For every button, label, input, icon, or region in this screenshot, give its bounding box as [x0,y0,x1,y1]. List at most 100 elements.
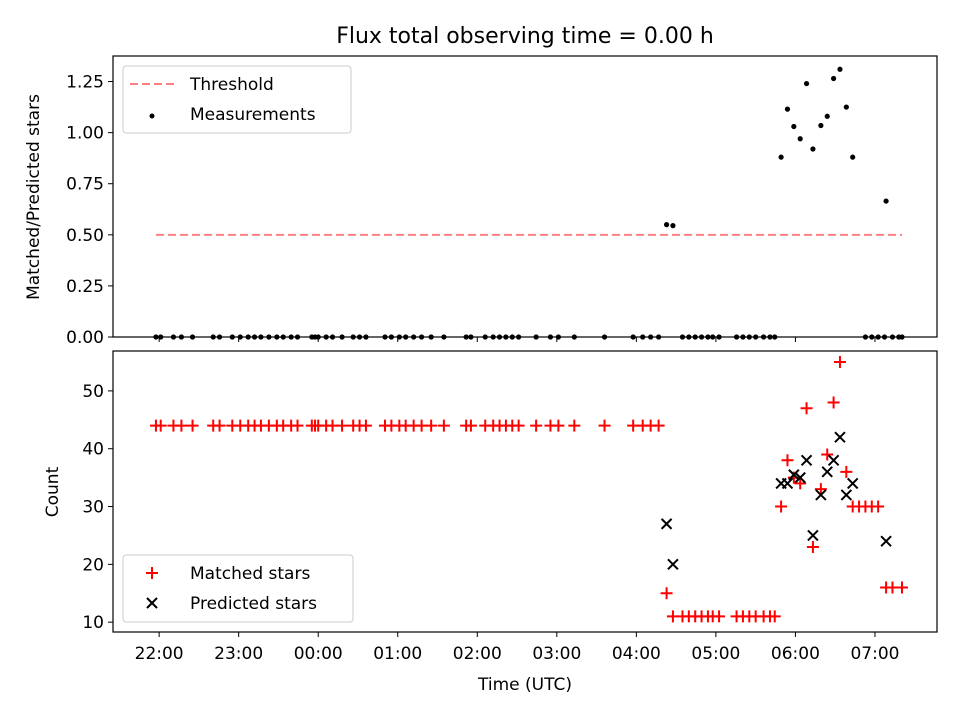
matched-star-point [464,419,477,432]
predicted-star-point [827,454,840,466]
measurement-point [843,104,849,110]
legend-matched-label: Matched stars [190,564,310,584]
measurement-point [850,154,856,160]
predicted-star-point [815,489,827,501]
matched-star-point [291,419,304,432]
predicted-star-point [840,489,853,501]
count-y-tick-label: 50 [82,382,104,402]
count-panel: 10 20 30 40 50 22:00 23:00 00:00 01:00 02:00 03:0… [43,350,938,695]
matched-star-point [652,419,665,432]
matched-star-point [437,419,450,432]
legend-predicted-swatch [146,597,158,609]
count-y-tick-label: 40 [82,440,104,460]
matched-star-point [775,500,788,513]
count-plot-frame [112,350,938,633]
measurement-point [824,113,830,119]
predicted-star-point [794,471,806,484]
matched-star-point [896,581,909,594]
ratio-y-tick-label: 1.25 [66,73,104,93]
matched-star-point [800,402,813,415]
count-x-tick-label: 02:00 [453,644,502,664]
count-x-tick-label: 22:00 [135,644,184,664]
matched-star-point [814,483,827,496]
matched-star-point [827,396,840,409]
matched-star-point [175,419,188,432]
ratio-y-tick-label: 0.25 [66,277,104,297]
count-x-axis-ticks: 22:00 23:00 00:00 01:00 02:00 03:00 04:00 05:00… [135,632,899,664]
measurement-point [837,66,843,72]
matched-star-point [660,587,673,600]
matched-star-point [872,500,885,513]
count-x-tick-label: 07:00 [850,644,899,664]
measurement-point [810,146,816,152]
x-axis-label: Time (UTC) [477,675,572,695]
matched-star-point [821,448,834,461]
count-x-tick-label: 00:00 [294,644,343,664]
measurement-point [791,123,797,130]
ratio-plot-frame [112,55,938,338]
count-x-tick-label: 05:00 [691,644,740,664]
ratio-y-tick-label: 0.50 [66,226,104,246]
count-x-tick-label: 04:00 [612,644,661,664]
predicted-star-point [781,477,794,490]
measurement-point [818,122,824,129]
ratio-y-axis-label: Matched/Predicted stars [24,94,44,300]
predicted-star-point [846,477,859,490]
legend-matched-swatch [146,567,158,579]
matched-star-point [552,419,565,432]
predicted-star-point [834,431,846,443]
ratio-legend: Threshold Measurements [122,65,352,134]
legend-threshold-label: Threshold [189,75,274,95]
count-x-tick-label: 01:00 [373,644,422,664]
count-legend-frame [122,554,354,623]
matched-star-point [833,355,846,368]
matched-star-point [530,419,543,432]
count-y-tick-label: 20 [82,555,104,575]
legend-predicted-label: Predicted stars [190,594,317,614]
count-legend: Matched stars Predicted stars [122,554,354,623]
matched-star-point [213,419,226,432]
measurement-point [831,75,837,82]
predicted-star-point [807,529,819,542]
matched-star-point [359,419,372,432]
count-y-tick-label: 10 [82,613,104,633]
count-x-tick-label: 03:00 [532,644,581,664]
count-x-tick-label: 23:00 [214,644,263,664]
predicted-star-point [667,558,679,571]
predicted-star-point [660,518,673,530]
legend-measurements-swatch [149,113,155,119]
predicted-star-point [880,535,892,547]
chart-title: Flux total observing time = 0.00 h [336,24,714,49]
matched-star-point [154,419,167,432]
matched-star-point [568,419,581,432]
predicted-star-point [821,466,833,478]
matched-star-point [806,541,819,554]
matched-star-point [768,610,781,623]
matched-stars-points [149,355,909,623]
predicted-stars-points [660,431,892,571]
matched-star-point [840,465,853,478]
measurement-point [797,136,803,142]
matched-star-point [598,419,611,432]
predicted-star-point [800,454,813,466]
ratio-panel: Flux total observing time = 0.00 h 0.00 0… [24,24,938,348]
ratio-y-tick-label: 0.00 [66,328,104,348]
predicted-star-point [788,469,800,481]
matched-star-point [186,419,199,432]
count-y-axis-label: Count [43,466,63,517]
ratio-y-tick-label: 0.75 [66,175,104,195]
ratio-x-axis-ticks [158,337,876,342]
matched-star-point [512,419,525,432]
ratio-legend-frame [122,65,352,134]
measurement-point [883,198,889,204]
measurement-point [670,223,676,229]
measurement-point [784,106,791,112]
count-x-tick-label: 06:00 [771,644,820,664]
ratio-y-axis-ticks: 0.00 0.25 0.50 0.75 1.00 1.25 [66,73,113,348]
count-y-tick-label: 30 [82,498,104,518]
matched-star-point [425,419,438,432]
matched-star-point [336,419,349,432]
matched-star-point [781,454,794,467]
matched-star-point [713,610,726,623]
